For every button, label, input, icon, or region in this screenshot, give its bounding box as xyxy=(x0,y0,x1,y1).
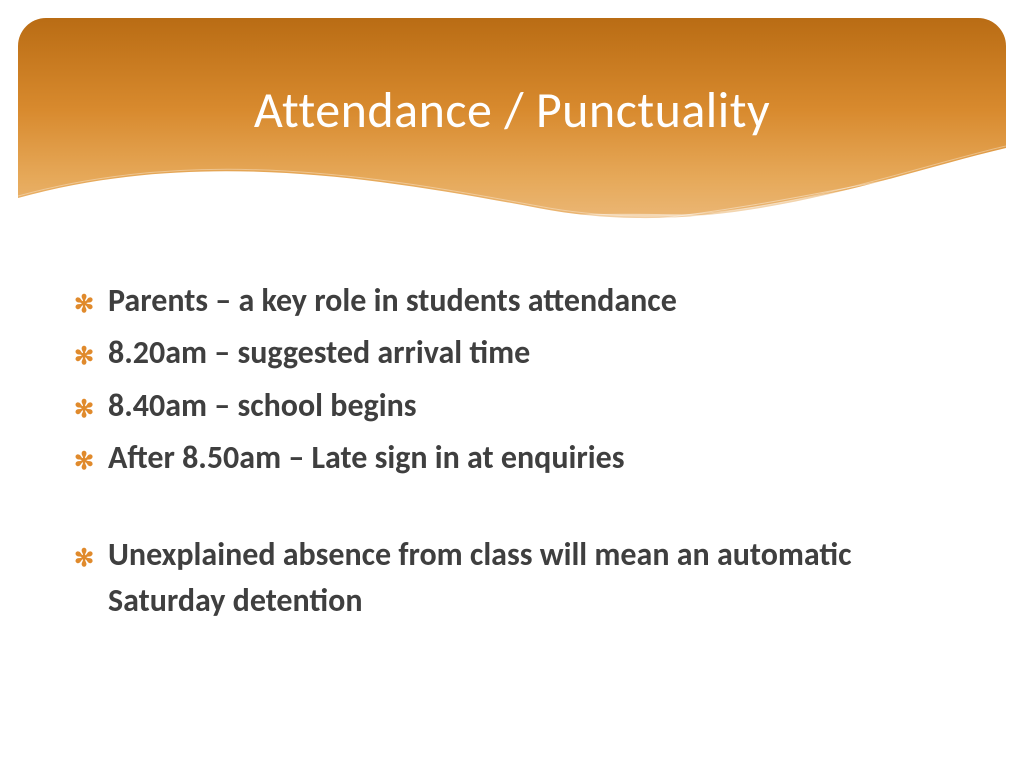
bullet-text: 8.40am – school begins xyxy=(108,383,964,429)
asterisk-icon: ✻ xyxy=(74,532,108,577)
bullet-item: ✻ 8.40am – school begins xyxy=(74,383,964,429)
bullet-item: ✻ Parents – a key role in students atten… xyxy=(74,278,964,324)
asterisk-icon: ✻ xyxy=(74,435,108,480)
bullet-text: 8.20am – suggested arrival time xyxy=(108,330,964,376)
asterisk-icon: ✻ xyxy=(74,278,108,323)
slide-title: Attendance / Punctuality xyxy=(18,80,1006,141)
asterisk-icon: ✻ xyxy=(74,383,108,428)
slide: Attendance / Punctuality ✻ Parents – a k… xyxy=(0,0,1024,768)
bullet-text: Parents – a key role in students attenda… xyxy=(108,278,964,324)
bullet-text: After 8.50am – Late sign in at enquiries xyxy=(108,435,964,481)
slide-header: Attendance / Punctuality xyxy=(18,18,1006,248)
slide-body: ✻ Parents – a key role in students atten… xyxy=(74,278,964,630)
bullet-item: ✻ After 8.50am – Late sign in at enquiri… xyxy=(74,435,964,481)
bullet-item: ✻ 8.20am – suggested arrival time xyxy=(74,330,964,376)
asterisk-icon: ✻ xyxy=(74,330,108,375)
bullet-item: ✻ Unexplained absence from class will me… xyxy=(74,532,964,625)
bullet-text: Unexplained absence from class will mean… xyxy=(108,532,964,625)
